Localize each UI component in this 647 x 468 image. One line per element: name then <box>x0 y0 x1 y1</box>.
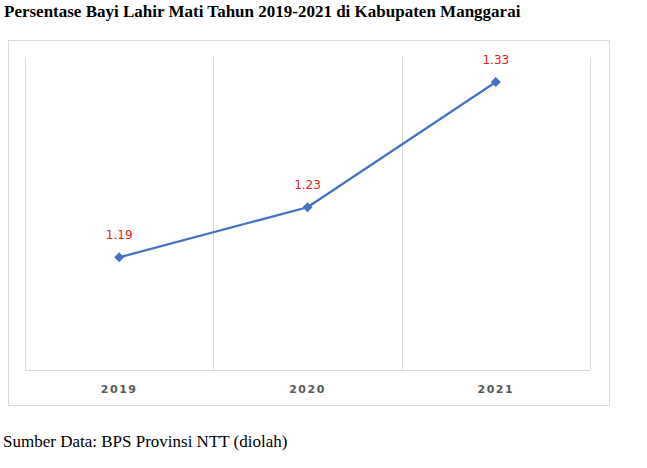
data-label: 1.33 <box>482 53 509 67</box>
grid-line <box>25 57 26 370</box>
chart-title: Persentase Bayi Lahir Mati Tahun 2019-20… <box>4 2 520 22</box>
data-point <box>491 77 501 87</box>
data-line <box>119 82 496 257</box>
data-point <box>114 252 124 262</box>
grid-line <box>213 57 214 370</box>
plot-marks <box>114 77 501 262</box>
chart: 2019 2020 2021 1.19 1.23 1.33 <box>0 0 647 468</box>
x-tick-label: 2019 <box>101 383 138 396</box>
data-point <box>303 202 313 212</box>
x-tick-label: 2021 <box>478 383 515 396</box>
x-axis-line <box>25 370 590 371</box>
data-label: 1.23 <box>294 178 321 192</box>
source-note: Sumber Data: BPS Provinsi NTT (diolah) <box>3 432 287 452</box>
grid-line <box>590 57 591 370</box>
data-label: 1.19 <box>106 228 133 242</box>
x-tick-label: 2020 <box>289 383 326 396</box>
chart-border <box>9 41 610 406</box>
grid-line <box>402 57 403 370</box>
